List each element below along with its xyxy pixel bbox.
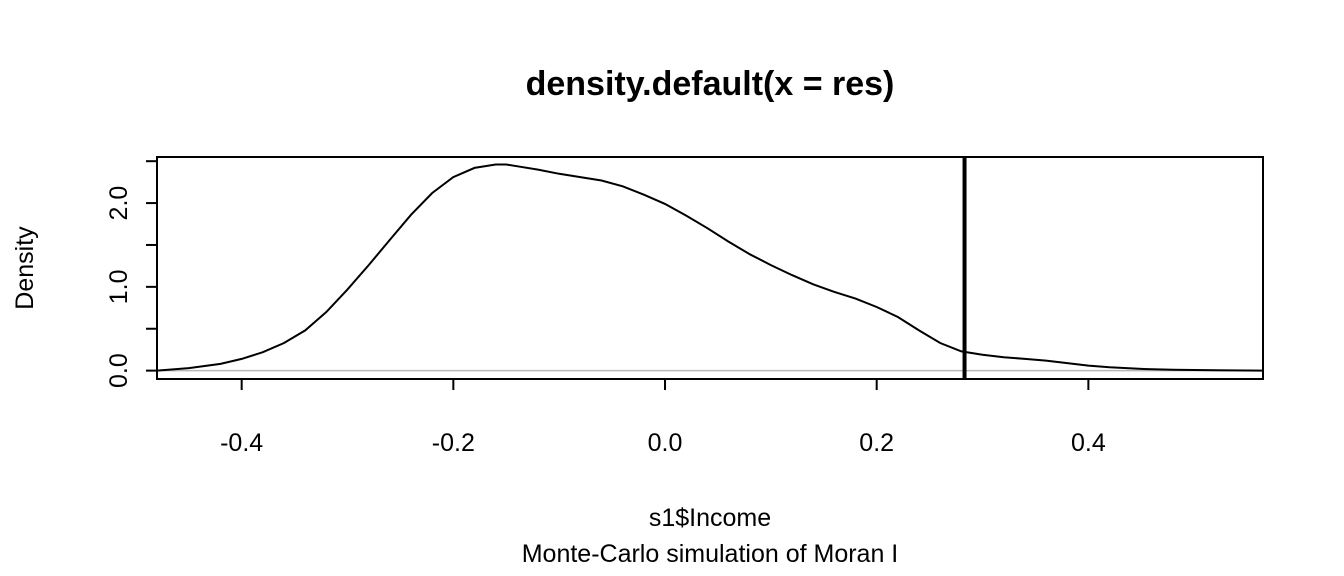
y-tick-label: 1.0 (105, 269, 133, 304)
plot-frame (156, 156, 1264, 380)
x-tick-label: -0.2 (432, 429, 475, 457)
x-axis-label: s1$Income (649, 504, 771, 532)
y-tick-label: 0.0 (105, 353, 133, 388)
x-axis-subtitle: Monte-Carlo simulation of Moran I (522, 540, 899, 568)
x-tick-label: -0.4 (220, 429, 263, 457)
x-tick-label: 0.4 (1071, 429, 1106, 457)
chart-title: density.default(x = res) (526, 65, 895, 103)
x-axis: -0.4 -0.2 0.0 0.2 0.4 (220, 378, 1106, 457)
y-axis-label: Density (11, 226, 39, 310)
y-axis: 0.0 1.0 2.0 (105, 160, 158, 388)
x-tick-label: 0.2 (859, 429, 894, 457)
density-curve (156, 163, 1264, 372)
y-tick-label: 2.0 (105, 186, 133, 221)
x-tick-label: 0.0 (648, 429, 683, 457)
